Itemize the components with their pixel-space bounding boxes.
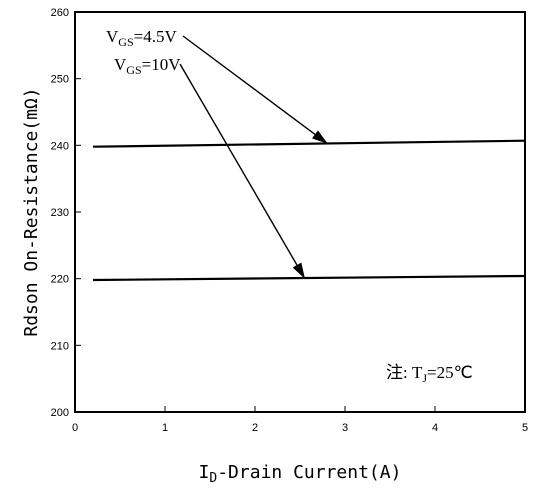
- annotation-arrow: [182, 35, 328, 144]
- x-tick-label: 1: [162, 422, 168, 434]
- annotation-label-rest: =4.5V: [134, 27, 178, 46]
- annotation-label: VGS=10V: [114, 55, 181, 77]
- y-tick-label: 220: [51, 274, 69, 286]
- y-tick-label: 250: [51, 74, 69, 86]
- y-axis-ticks: 200 210 220 230 240 250 260: [51, 7, 81, 419]
- x-axis-ticks: 0 1 2 3 4 5: [72, 406, 528, 434]
- annotation-arrow: [179, 63, 306, 279]
- y-tick-label: 260: [51, 7, 69, 19]
- y-axis-label: Rdson On-Resistance(mΩ): [21, 87, 42, 336]
- annotation-label-rest: =10V: [142, 55, 182, 74]
- y-tick-label: 240: [51, 140, 69, 152]
- y-tick-label: 200: [51, 407, 69, 419]
- annotation-label: VGS=4.5V: [106, 27, 177, 49]
- y-tick-label: 230: [51, 207, 69, 219]
- annotation-label-main: V: [106, 27, 119, 46]
- temperature-note: 注: TJ=25℃: [386, 363, 473, 385]
- x-axis-label: ID-Drain Current(A): [199, 462, 402, 486]
- x-axis-label-rest: -Drain Current(A): [217, 462, 401, 483]
- y-tick-label: 210: [51, 340, 69, 352]
- x-tick-label: 3: [342, 422, 348, 434]
- series-line: [92, 274, 526, 282]
- x-tick-label: 5: [522, 422, 528, 434]
- series-line: [92, 139, 526, 148]
- series-layer: [92, 139, 526, 282]
- annotation-label-sub: GS: [126, 63, 141, 77]
- x-axis-label-main: I: [199, 462, 210, 483]
- note-rest: =25℃: [427, 363, 473, 382]
- x-axis-label-sub: D: [209, 471, 217, 486]
- annotation-label-main: V: [114, 55, 127, 74]
- x-tick-label: 0: [72, 422, 78, 434]
- annotation-label-sub: GS: [118, 35, 133, 49]
- x-tick-label: 4: [432, 422, 438, 434]
- note-sub: J: [422, 371, 427, 385]
- x-tick-label: 2: [252, 422, 258, 434]
- note-prefix: 注: T: [386, 363, 423, 382]
